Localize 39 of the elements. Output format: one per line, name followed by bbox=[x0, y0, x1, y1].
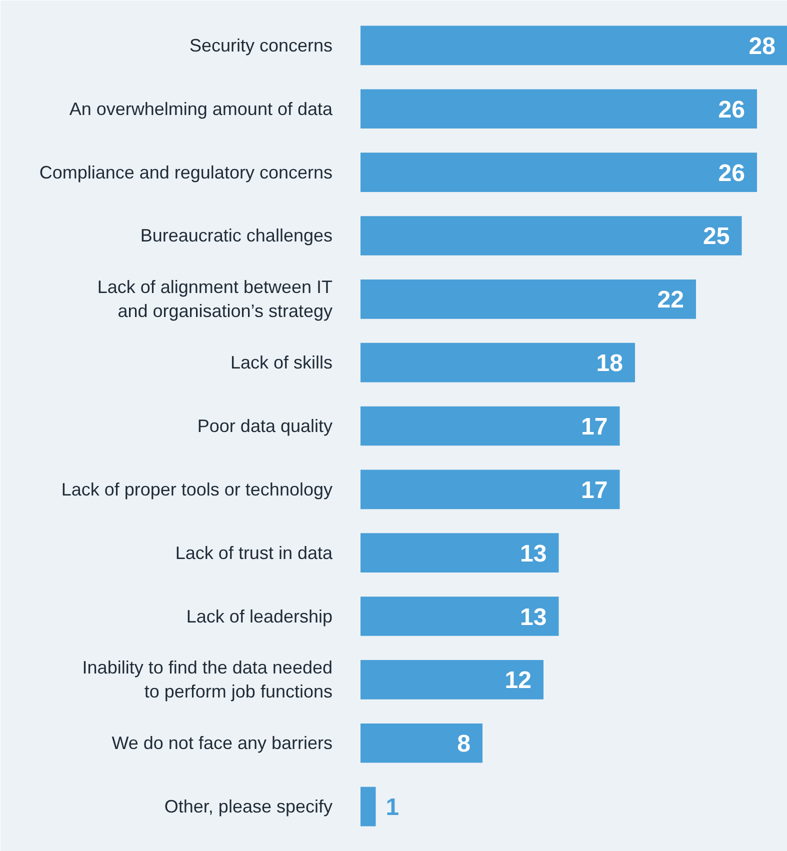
y-tick-label: Compliance and regulatory concerns bbox=[39, 162, 333, 182]
bar bbox=[360, 470, 620, 510]
data-label: 13 bbox=[520, 540, 547, 568]
y-tick-label: We do not face any barriers bbox=[112, 733, 332, 754]
bar bbox=[360, 342, 635, 382]
y-tick-label: Inability to find the data needed to perform job functions bbox=[82, 658, 333, 702]
bar bbox=[360, 596, 559, 636]
bar bbox=[360, 89, 757, 129]
y-tick-label: Lack of proper tools or technology bbox=[61, 479, 333, 500]
y-tick-label: Other, please specify bbox=[164, 796, 333, 817]
bar bbox=[360, 26, 787, 66]
data-label: 8 bbox=[457, 730, 471, 758]
y-tick-label: Security concerns bbox=[189, 35, 333, 56]
data-label: 18 bbox=[596, 350, 624, 378]
data-label: 17 bbox=[581, 414, 608, 440]
data-label: 17 bbox=[581, 476, 608, 504]
bar bbox=[360, 406, 620, 446]
bar bbox=[360, 279, 696, 319]
bar bbox=[360, 723, 482, 763]
data-label: 28 bbox=[748, 32, 776, 60]
bar bbox=[360, 786, 376, 826]
y-tick-label: Lack of skills bbox=[230, 352, 333, 373]
y-tick-label: Poor data quality bbox=[197, 416, 333, 436]
bar bbox=[360, 533, 559, 573]
data-label: 26 bbox=[718, 96, 746, 124]
data-label: 12 bbox=[504, 667, 532, 694]
y-tick-label: Bureaucratic challenges bbox=[140, 226, 333, 246]
y-tick-label: Lack of leadership bbox=[186, 606, 332, 626]
data-label: 22 bbox=[657, 286, 684, 314]
bar bbox=[360, 660, 544, 700]
y-tick-label: Lack of alignment between IT and organisation’s strategy bbox=[97, 277, 333, 322]
bar bbox=[360, 216, 742, 256]
bar bbox=[360, 152, 757, 192]
data-label: 26 bbox=[718, 160, 746, 187]
y-tick-label: Lack of trust in data bbox=[175, 542, 334, 563]
data-label: 25 bbox=[703, 223, 730, 250]
data-label: 1 bbox=[386, 794, 400, 822]
y-tick-label: An overwhelming amount of data bbox=[69, 98, 334, 119]
data-label: 13 bbox=[520, 604, 547, 631]
